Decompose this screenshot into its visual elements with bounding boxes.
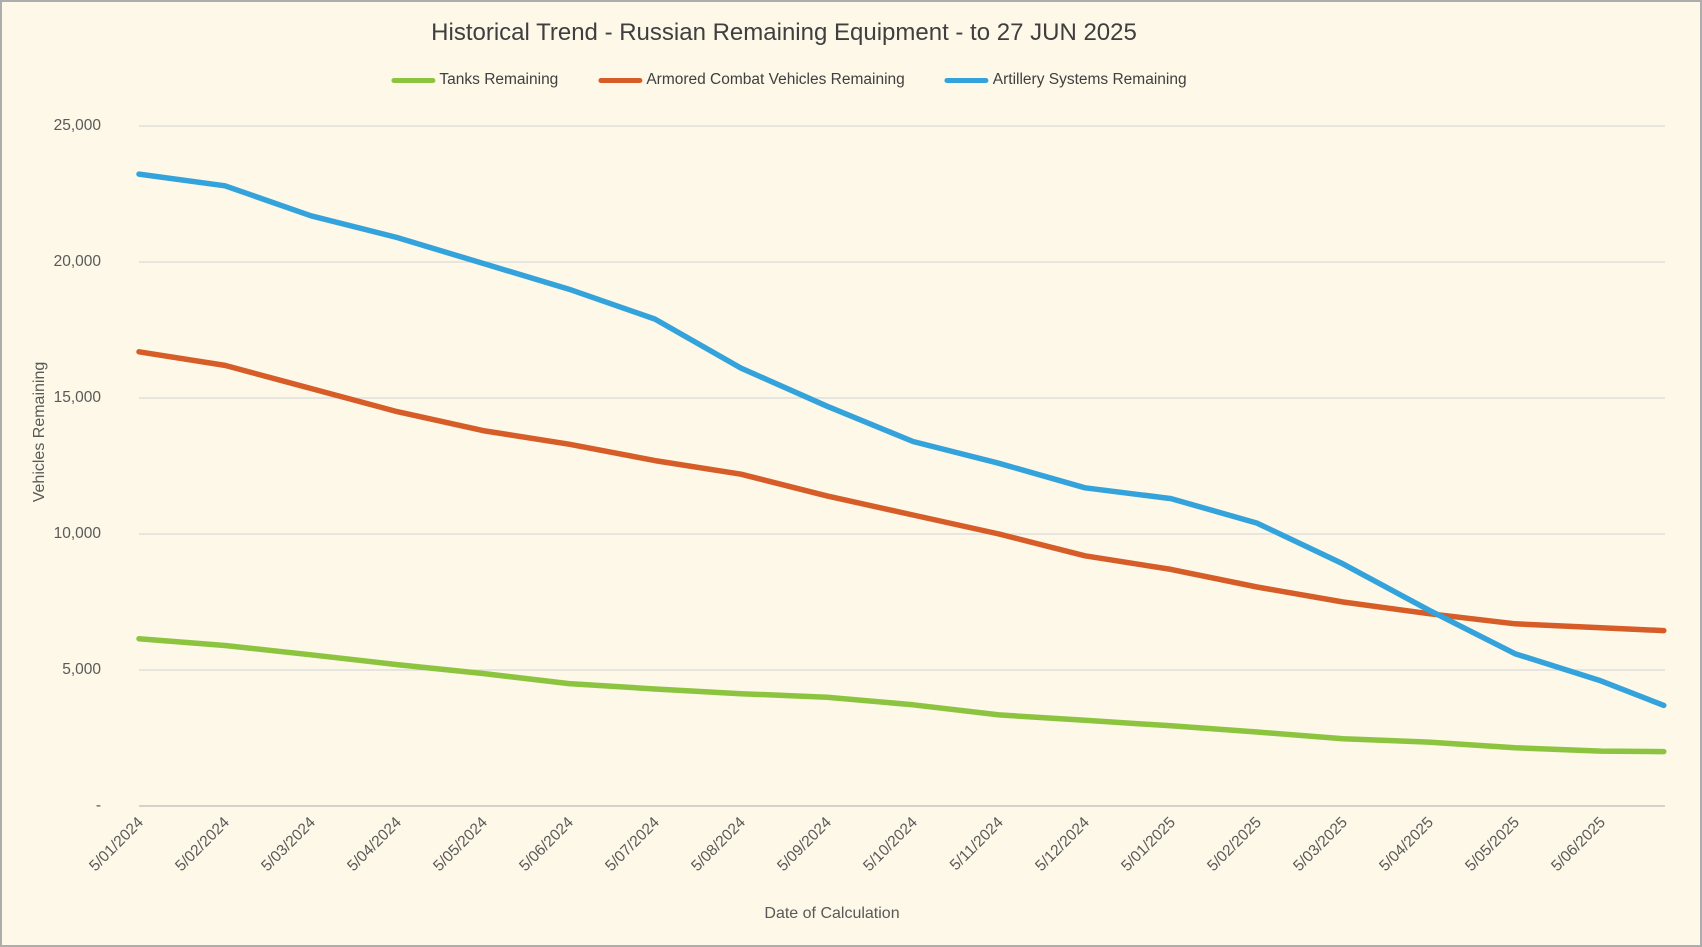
legend-label: Armored Combat Vehicles Remaining (646, 71, 905, 88)
legend-item-tanks-remaining: Tanks Remaining (391, 71, 558, 89)
y-tick-label: 5,000 (62, 661, 101, 678)
y-tick-label: 25,000 (53, 117, 101, 134)
series-line-artillery-systems-remaining (136, 171, 1667, 709)
legend-item-artillery-systems-remaining: Artillery Systems Remaining (944, 71, 1187, 89)
legend-label: Tanks Remaining (439, 71, 559, 88)
y-tick-label: 10,000 (53, 525, 101, 542)
y-tick-label: 15,000 (53, 389, 101, 406)
legend: Tanks Remaining Armored Combat Vehicles R… (391, 71, 1187, 89)
series-line-tanks-remaining (136, 635, 1667, 755)
legend-label: Artillery Systems Remaining (992, 71, 1187, 88)
legend-swatch-icon (391, 77, 436, 83)
legend-swatch-icon (598, 77, 643, 83)
legend-swatch-icon (944, 77, 989, 83)
legend-item-armored-combat-vehicles-remaining: Armored Combat Vehicles Remaining (598, 71, 905, 89)
x-axis-title: Date of Calculation (764, 905, 900, 922)
y-tick-label: - (95, 797, 101, 814)
y-tick-label: 20,000 (53, 253, 101, 270)
chart-title: Historical Trend - Russian Remaining Equ… (431, 19, 1137, 46)
series-line-armored-combat-vehicles-remaining (136, 349, 1667, 634)
